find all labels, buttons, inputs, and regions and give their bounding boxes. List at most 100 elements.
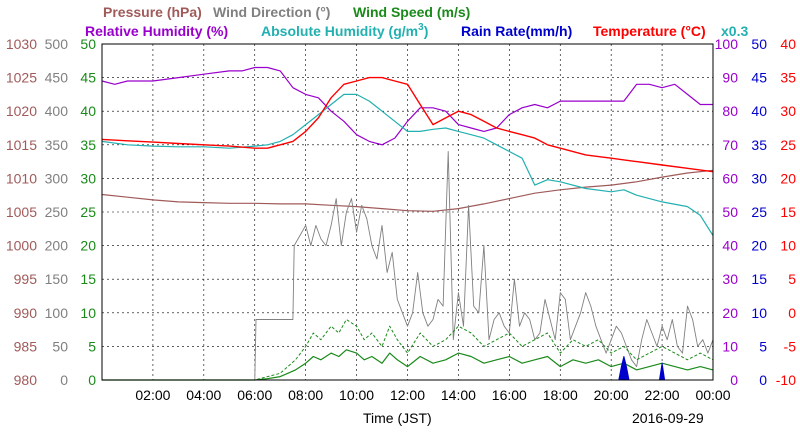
y-tick-relative-humidity: 60 (722, 170, 738, 186)
y-tick-rain-rate: 45 (751, 70, 767, 86)
y-tick-rain-rate: 35 (751, 137, 767, 153)
y-tick-relative-humidity: 90 (722, 70, 738, 86)
legend-relative-humidity: Relative Humidity (%) (85, 23, 228, 39)
legend-wind-speed: Wind Speed (m/s) (353, 4, 470, 20)
y-tick-temperature: 25 (780, 137, 796, 153)
y-tick-wind-speed: 20 (80, 238, 96, 254)
y-tick-wind-speed: 15 (80, 271, 96, 287)
y-tick-wind-speed: 0 (88, 372, 96, 388)
y-tick-wind-direction: 150 (45, 271, 69, 287)
y-tick-relative-humidity: 100 (715, 36, 739, 52)
x-tick-label: 14:00 (441, 387, 476, 403)
y-tick-temperature: 10 (780, 238, 796, 254)
y-tick-pressure: 1000 (6, 238, 37, 254)
y-tick-rain-rate: 15 (751, 271, 767, 287)
y-tick-relative-humidity: 50 (722, 204, 738, 220)
y-tick-pressure: 1005 (6, 204, 37, 220)
y-tick-rain-rate: 5 (759, 338, 767, 354)
legend-absolute-humidity-text: Absolute Humidity (g/m (261, 23, 418, 39)
y-tick-wind-speed: 45 (80, 70, 96, 86)
x-tick-label: 16:00 (492, 387, 527, 403)
x-tick-label: 02:00 (135, 387, 170, 403)
y-tick-rain-rate: 25 (751, 204, 767, 220)
x-tick-label: 12:00 (390, 387, 425, 403)
y-tick-temperature: -5 (784, 338, 797, 354)
y-tick-wind-speed: 25 (80, 204, 96, 220)
y-tick-pressure: 1015 (6, 137, 37, 153)
y-tick-temperature: 0 (788, 305, 796, 321)
x-tick-label: 04:00 (186, 387, 221, 403)
y-tick-pressure: 1030 (6, 36, 37, 52)
date-label: 2016-09-29 (632, 410, 704, 426)
y-tick-wind-speed: 30 (80, 170, 96, 186)
y-tick-temperature: 40 (780, 36, 796, 52)
y-tick-wind-speed: 10 (80, 305, 96, 321)
y-tick-wind-direction: 200 (45, 238, 69, 254)
x-tick-label: 20:00 (594, 387, 629, 403)
legend-absolute-humidity: Absolute Humidity (g/m3) (261, 22, 428, 39)
y-tick-pressure: 990 (14, 305, 38, 321)
legend-absolute-humidity-sup: 3 (418, 22, 424, 33)
series-wind-speed-max (102, 319, 714, 381)
y-tick-wind-direction: 500 (45, 36, 69, 52)
y-tick-temperature: 30 (780, 103, 796, 119)
y-tick-temperature: 5 (788, 271, 796, 287)
y-tick-rain-rate: 0 (759, 372, 767, 388)
y-tick-wind-direction: 50 (52, 338, 68, 354)
y-tick-wind-direction: 350 (45, 137, 69, 153)
y-tick-wind-direction: 0 (60, 372, 68, 388)
series-relative-humidity (101, 66, 713, 146)
series-absolute-humidity (101, 93, 714, 236)
y-tick-relative-humidity: 40 (722, 238, 738, 254)
y-tick-wind-direction: 400 (45, 103, 69, 119)
plot-frame (101, 43, 714, 381)
y-tick-temperature: 35 (780, 70, 796, 86)
y-tick-relative-humidity: 0 (730, 372, 738, 388)
legend-absolute-humidity-close: ) (424, 23, 429, 39)
y-tick-labels: 9809859909951000100510101015102010251030… (6, 36, 796, 388)
x-tick-label: 22:00 (645, 387, 680, 403)
legend-temperature: Temperature (°C) (593, 23, 706, 39)
y-tick-pressure: 980 (14, 372, 38, 388)
y-tick-wind-direction: 100 (45, 305, 69, 321)
y-tick-wind-direction: 450 (45, 70, 69, 86)
y-tick-pressure: 985 (14, 338, 38, 354)
x-axis-label: Time (JST) (363, 410, 432, 426)
series-wind-direction (102, 151, 714, 381)
series-pressure (101, 169, 714, 212)
series-temperature (101, 76, 714, 173)
legend-scale-note: x0.3 (721, 23, 748, 39)
legend-rain-rate: Rain Rate(mm/h) (461, 23, 572, 39)
legend-pressure: Pressure (hPa) (103, 4, 202, 20)
y-tick-wind-direction: 250 (45, 204, 69, 220)
y-tick-wind-speed: 40 (80, 103, 96, 119)
y-tick-wind-speed: 5 (88, 338, 96, 354)
y-tick-rain-rate: 20 (751, 238, 767, 254)
y-tick-pressure: 995 (14, 271, 38, 287)
y-tick-rain-rate: 40 (751, 103, 767, 119)
x-tick-label: 06:00 (237, 387, 272, 403)
y-tick-relative-humidity: 10 (722, 338, 738, 354)
y-tick-rain-rate: 30 (751, 170, 767, 186)
y-tick-temperature: 15 (780, 204, 796, 220)
x-tick-label: 00:00 (695, 387, 730, 403)
y-tick-pressure: 1020 (6, 103, 37, 119)
grid (102, 44, 713, 380)
x-tick-label: 08:00 (288, 387, 323, 403)
x-tick-label: 10:00 (339, 387, 374, 403)
y-tick-pressure: 1010 (6, 170, 37, 186)
x-tick-labels: 02:00 04:00 06:00 08:00 10:00 12:00 14:00 16:00… (135, 387, 730, 403)
y-tick-relative-humidity: 70 (722, 137, 738, 153)
y-tick-temperature: -10 (776, 372, 796, 388)
y-tick-wind-speed: 50 (80, 36, 96, 52)
y-tick-rain-rate: 10 (751, 305, 767, 321)
y-tick-wind-speed: 35 (80, 137, 96, 153)
y-tick-rain-rate: 50 (751, 36, 767, 52)
y-tick-pressure: 1025 (6, 70, 37, 86)
x-tick-label: 18:00 (543, 387, 578, 403)
y-tick-wind-direction: 300 (45, 170, 69, 186)
y-tick-temperature: 20 (780, 170, 796, 186)
legend-wind-direction: Wind Direction (°) (213, 4, 330, 20)
y-tick-relative-humidity: 20 (722, 305, 738, 321)
